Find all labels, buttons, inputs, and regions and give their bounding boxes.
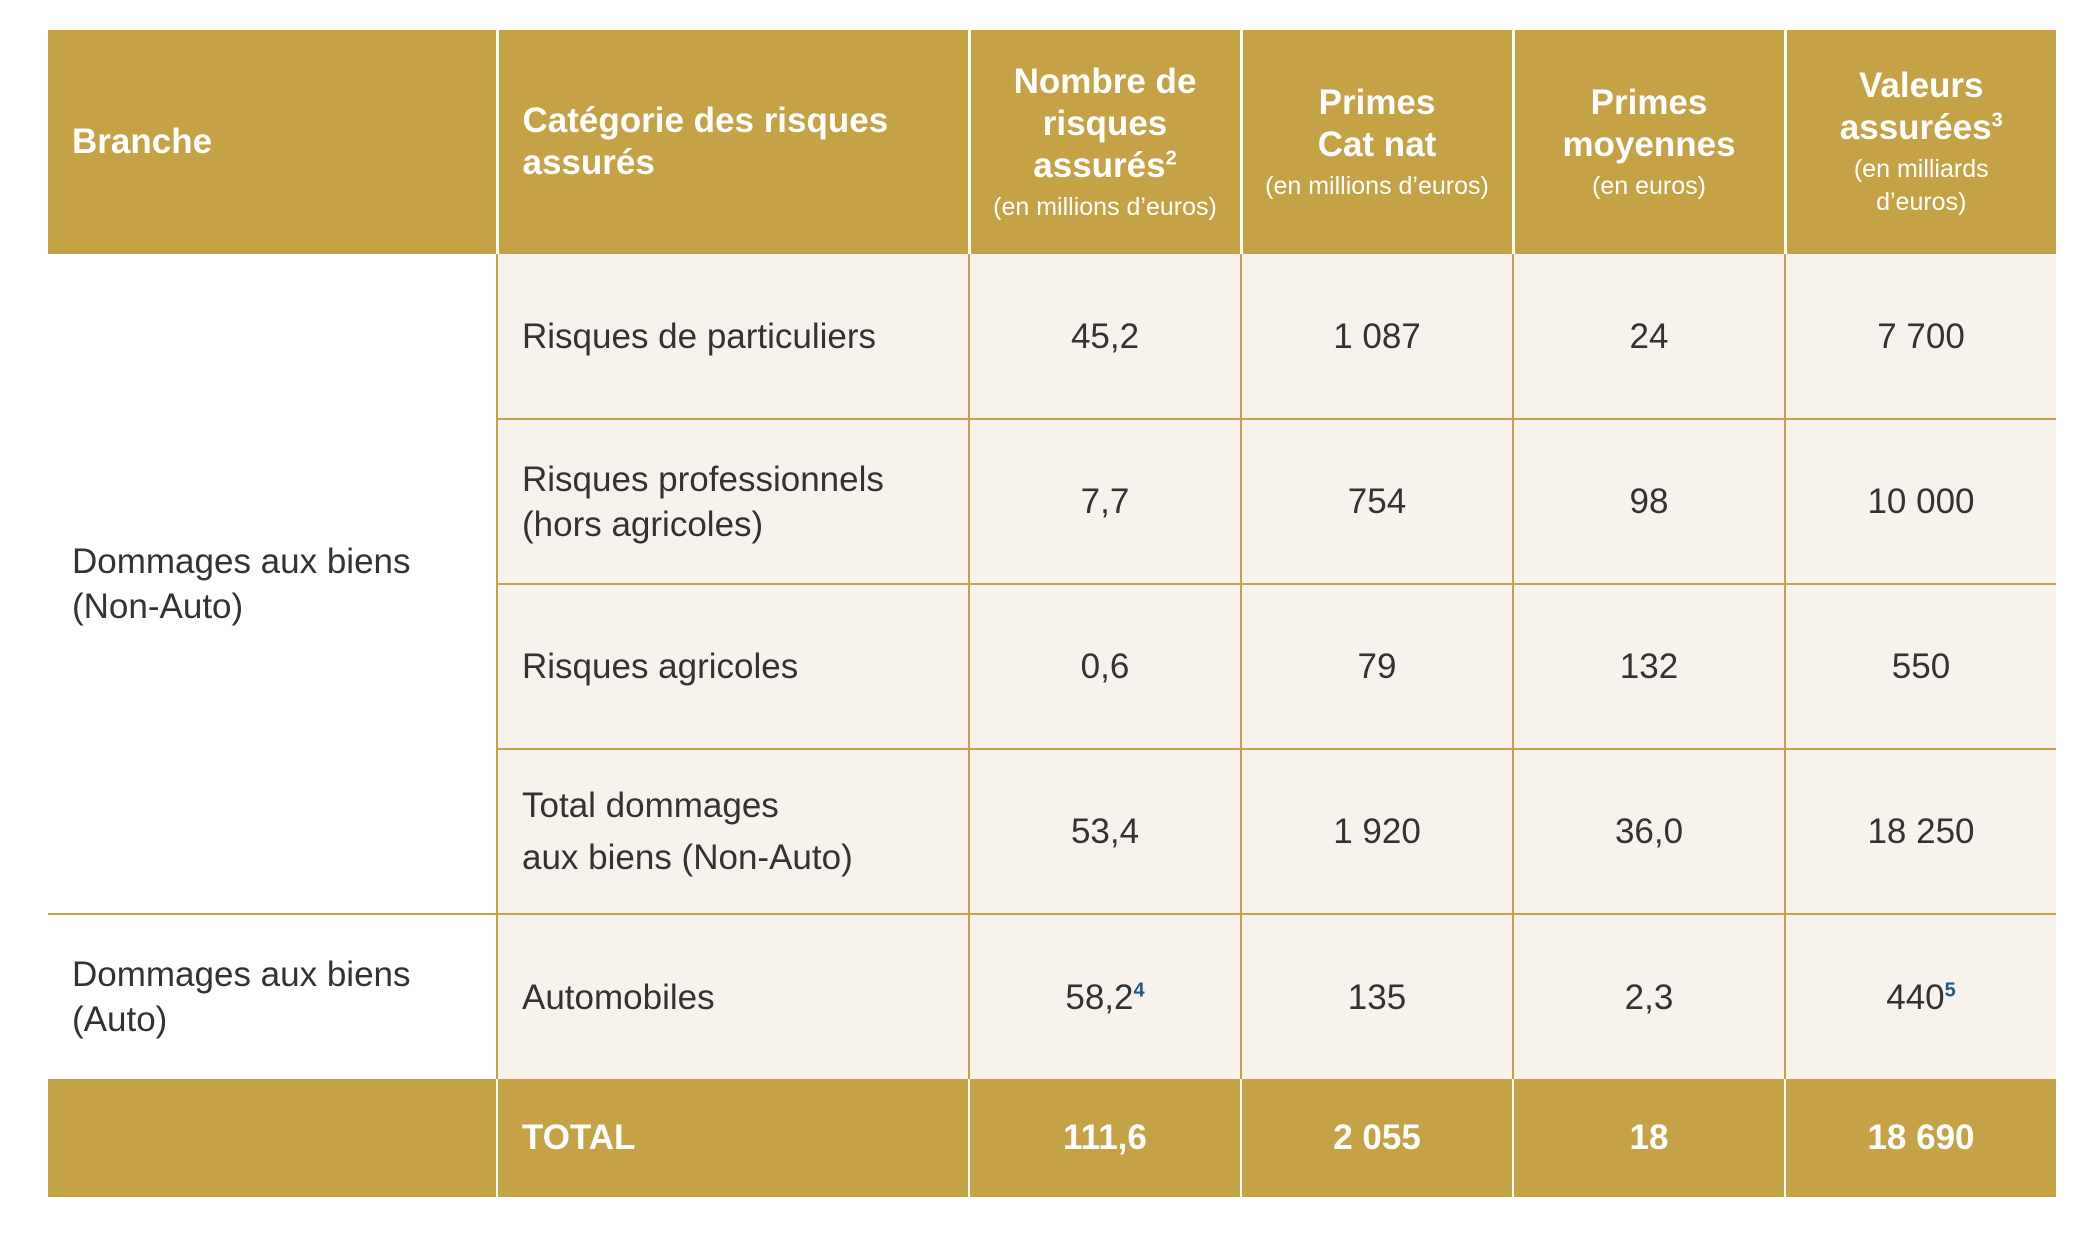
valeurs-cell: 4405 [1785, 914, 2056, 1079]
moyennes-cell: 2,3 [1513, 914, 1786, 1079]
total-branch-blank [48, 1079, 498, 1197]
header-nombre: Nombre de risques assurés2 (en millions … [969, 30, 1243, 254]
table-row: Dommages aux biens (Auto) Automobiles 58… [48, 914, 2056, 1079]
header-primes-catnat-unit: (en millions d’euros) [1265, 171, 1489, 200]
header-nombre-unit: (en millions d’euros) [993, 192, 1217, 221]
table-row: Dommages aux biens (Non-Auto) Risques de… [48, 254, 2056, 915]
table-header-row: Branche Catégorie des risques assurés No… [48, 30, 2056, 254]
footnote-marker: 4 [1133, 978, 1145, 1001]
header-valeurs: Valeurs assurées3 (en milliards d’euros) [1785, 30, 2056, 254]
moyennes-cell: 24 [1513, 254, 1786, 420]
branch-non-auto-line2: (Non-Auto) [72, 586, 244, 626]
insurance-table: Branche Catégorie des risques assurés No… [48, 30, 2056, 1197]
category-label: Total dommages [522, 785, 779, 825]
table-row: Risques agricoles 0,6 79 132 550 [48, 584, 2056, 750]
header-primes-catnat: Primes Cat nat (en millions d’euros) [1241, 30, 1515, 254]
header-branche: Branche [48, 30, 499, 254]
header-primes-catnat-line1: Primes [1318, 82, 1436, 122]
footnote-marker: 5 [1944, 978, 1956, 1001]
moyennes-cell: 36,0 [1513, 749, 1786, 915]
branch-non-auto-line1: Dommages aux biens [72, 541, 411, 581]
branch-non-auto: Dommages aux biens (Non-Auto) [48, 254, 498, 915]
branch-auto-line2: (Auto) [72, 1000, 168, 1039]
category-cell: Risques agricoles [497, 584, 970, 750]
header-categorie: Catégorie des risques assurés [497, 30, 971, 254]
nombre-cell: 7,7 [969, 419, 1242, 585]
category-cell: Automobiles [497, 914, 970, 1079]
branch-auto: Dommages aux biens (Auto) [48, 914, 498, 1079]
header-primes-catnat-line2: Cat nat [1317, 124, 1437, 164]
header-primes-moyennes-line2: moyennes [1562, 124, 1736, 164]
total-label: TOTAL [497, 1079, 970, 1197]
header-primes-moyennes-line1: Primes [1590, 82, 1708, 122]
category-label-line2: aux biens (Non-Auto) [522, 837, 853, 877]
total-nombre: 111,6 [969, 1079, 1242, 1197]
valeurs-cell: 10 000 [1785, 419, 2056, 585]
moyennes-cell: 132 [1513, 584, 1786, 750]
nombre-cell: 0,6 [969, 584, 1242, 750]
header-categorie-label: Catégorie des risques assurés [522, 101, 889, 182]
category-label-line2: (hors agricoles) [522, 504, 764, 544]
header-branche-label: Branche [72, 122, 213, 161]
primes-cell: 135 [1241, 914, 1514, 1079]
table-row-subtotal: Total dommages aux biens (Non-Auto) 53,4… [48, 749, 2056, 915]
moyennes-cell: 98 [1513, 419, 1786, 585]
category-label: Automobiles [522, 977, 715, 1017]
table-row: Risques professionnels (hors agricoles) … [48, 419, 2056, 585]
header-valeurs-label: Valeurs assurées3 [1839, 66, 2003, 147]
branch-auto-line1: Dommages aux biens [72, 955, 411, 994]
header-valeurs-unit: (en milliards d’euros) [1853, 155, 1989, 216]
header-primes-moyennes: Primes moyennes (en euros) [1513, 30, 1787, 254]
category-cell: Total dommages aux biens (Non-Auto) [497, 749, 970, 915]
nombre-value: 58,2 [1065, 977, 1134, 1017]
valeurs-cell: 550 [1785, 584, 2056, 750]
primes-cell: 754 [1241, 419, 1514, 585]
total-primes: 2 055 [1241, 1079, 1514, 1197]
category-cell: Risques de particuliers [497, 254, 970, 420]
header-primes-moyennes-unit: (en euros) [1592, 171, 1706, 200]
table-total-row: TOTAL 111,6 2 055 18 18 690 [48, 1079, 2056, 1197]
header-nombre-label: Nombre de risques assurés2 [1013, 61, 1197, 185]
primes-cell: 79 [1241, 584, 1514, 750]
valeurs-cell: 18 250 [1785, 749, 2056, 915]
category-label: Risques de particuliers [522, 316, 877, 356]
nombre-cell: 53,4 [969, 749, 1242, 915]
category-label: Risques professionnels [522, 459, 884, 499]
total-moyennes: 18 [1513, 1079, 1786, 1197]
header-nombre-footnote: 2 [1165, 146, 1177, 169]
valeurs-cell: 7 700 [1785, 254, 2056, 420]
header-valeurs-footnote: 3 [1991, 109, 2003, 132]
nombre-cell: 45,2 [969, 254, 1242, 420]
total-valeurs: 18 690 [1785, 1079, 2056, 1197]
nombre-cell: 58,24 [969, 914, 1242, 1079]
valeurs-value: 440 [1886, 977, 1945, 1017]
primes-cell: 1 920 [1241, 749, 1514, 915]
category-cell: Risques professionnels (hors agricoles) [497, 419, 970, 585]
category-label: Risques agricoles [522, 647, 799, 686]
primes-cell: 1 087 [1241, 254, 1514, 420]
